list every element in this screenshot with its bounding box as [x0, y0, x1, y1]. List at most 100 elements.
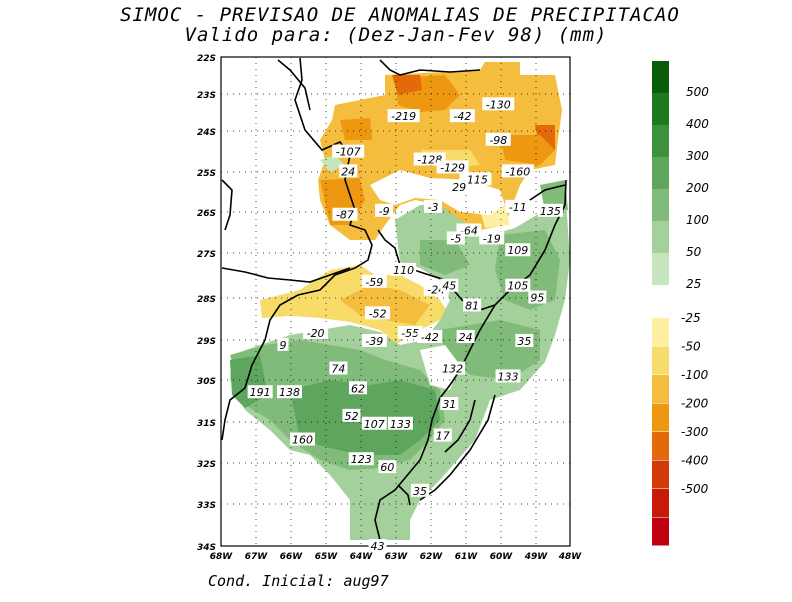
- svg-text:31: 31: [442, 398, 456, 411]
- anomaly-value-label: 132: [440, 361, 466, 376]
- svg-text:110: 110: [393, 264, 414, 277]
- legend-swatch: [652, 460, 669, 489]
- svg-text:60: 60: [380, 461, 394, 474]
- anomaly-value-label: -42: [417, 329, 443, 344]
- anomaly-value-label: 110: [391, 262, 417, 277]
- lat-tick-label: 26S: [197, 209, 216, 219]
- anomaly-value-label: 43: [368, 539, 387, 553]
- legend-label: -100: [681, 368, 709, 382]
- anomaly-value-label: 52: [342, 408, 361, 423]
- lat-tick-label: 27S: [197, 250, 216, 260]
- anomaly-value-label: 24: [339, 164, 358, 178]
- lat-tick-label: 33S: [197, 501, 216, 511]
- svg-text:160: 160: [292, 434, 313, 447]
- legend-label: 400: [686, 117, 709, 131]
- legend-label: -500: [681, 482, 709, 496]
- legend-swatch: [652, 61, 669, 93]
- svg-text:17: 17: [436, 430, 450, 443]
- legend-swatch: [652, 432, 669, 460]
- legend-swatch: [652, 517, 669, 546]
- anomaly-value-label: 133: [387, 416, 413, 431]
- svg-text:135: 135: [540, 205, 561, 218]
- svg-text:52: 52: [344, 410, 358, 423]
- lon-tick-label: 48W: [558, 552, 583, 562]
- legend-label: -50: [681, 340, 701, 354]
- svg-text:191: 191: [250, 386, 271, 399]
- svg-text:-9: -9: [379, 205, 390, 218]
- svg-text:-107: -107: [336, 146, 361, 159]
- svg-text:-5: -5: [450, 232, 461, 245]
- anomaly-field: [221, 57, 570, 546]
- svg-text:43: 43: [371, 540, 385, 553]
- svg-text:-128: -128: [417, 154, 442, 167]
- svg-text:-3: -3: [428, 201, 439, 214]
- lat-tick-label: 31S: [197, 419, 216, 429]
- anomaly-value-label: -20: [303, 326, 329, 340]
- lon-tick-label: 64W: [350, 552, 374, 562]
- map-subtitle: Valido para: (Dez-Jan-Fev 98) (mm): [184, 24, 608, 46]
- anomaly-value-label: 109: [505, 243, 531, 257]
- anomaly-value-label: 35: [515, 333, 534, 348]
- legend-swatch: [652, 221, 669, 253]
- neutral-region: [420, 345, 460, 390]
- map-frame: [220, 56, 571, 547]
- svg-text:35: 35: [413, 485, 427, 498]
- anomaly-value-label: 74: [329, 361, 348, 376]
- color-legend: 500 400 300 200 100 50 25 -25 -50 -100 -200 -300 -40…: [652, 61, 709, 546]
- anomaly-value-label: 9: [277, 337, 289, 352]
- anomaly-value-label: -130: [482, 97, 515, 111]
- lat-tick-label: 29S: [197, 337, 216, 347]
- legend-swatch: [652, 157, 669, 189]
- lon-tick-label: 65W: [315, 552, 339, 562]
- anomaly-value-label: -39: [361, 333, 387, 348]
- svg-text:95: 95: [530, 292, 544, 305]
- svg-text:133: 133: [498, 370, 519, 383]
- lon-tick-label: 61W: [455, 552, 479, 562]
- latitude-labels: 22S 23S 24S 25S 26S 27S 28S 29S 30S 31S 32S 33S 34S: [197, 54, 216, 553]
- anomaly-value-label: 191: [247, 385, 273, 399]
- svg-text:-55: -55: [401, 327, 419, 340]
- svg-text:-130: -130: [486, 98, 511, 111]
- anomaly-value-label: 29: [450, 180, 469, 194]
- positive-anomaly-region: [230, 155, 570, 540]
- lat-tick-label: 28S: [197, 295, 216, 305]
- anomaly-value-label: -3: [424, 199, 443, 214]
- anomaly-value-label: -59: [361, 274, 387, 289]
- anomaly-value-label: 81: [463, 298, 482, 312]
- anomaly-value-label: 133: [495, 369, 521, 383]
- svg-text:9: 9: [279, 339, 286, 352]
- map-title: SIMOC - PREVISAO DE ANOMALIAS DE PRECIPI…: [120, 4, 680, 26]
- legend-label: -25: [681, 311, 701, 325]
- lon-tick-label: 49W: [524, 552, 549, 562]
- lat-tick-label: 25S: [197, 169, 216, 179]
- lon-tick-label: 67W: [245, 552, 269, 562]
- legend-label: -300: [681, 425, 709, 439]
- svg-text:109: 109: [507, 244, 528, 257]
- anomaly-value-label: 62: [348, 381, 367, 395]
- anomaly-value-label: -19: [479, 231, 505, 245]
- legend-swatch: [652, 375, 669, 403]
- legend-swatch: [652, 93, 669, 125]
- anomaly-value-label: -55: [397, 326, 423, 340]
- svg-text:24: 24: [341, 165, 355, 178]
- svg-text:-87: -87: [336, 209, 354, 222]
- anomaly-value-label: -87: [332, 207, 358, 222]
- legend-label: 300: [686, 149, 709, 163]
- svg-text:107: 107: [364, 418, 385, 431]
- legend-label: 500: [686, 85, 709, 99]
- legend-swatch: [652, 125, 669, 157]
- lon-tick-label: 66W: [280, 552, 304, 562]
- anomaly-value-label: -107: [332, 144, 365, 159]
- legend-label: 50: [686, 245, 702, 259]
- legend-label: 25: [686, 277, 701, 291]
- legend-label: -400: [681, 454, 709, 468]
- svg-text:-19: -19: [483, 232, 501, 245]
- anomaly-value-label: -9: [375, 203, 394, 218]
- lon-tick-label: 68W: [210, 552, 234, 562]
- anomaly-value-label: 123: [348, 452, 374, 466]
- anomaly-value-label: 135: [537, 203, 563, 218]
- svg-text:62: 62: [351, 382, 365, 395]
- legend-swatch: [652, 189, 669, 221]
